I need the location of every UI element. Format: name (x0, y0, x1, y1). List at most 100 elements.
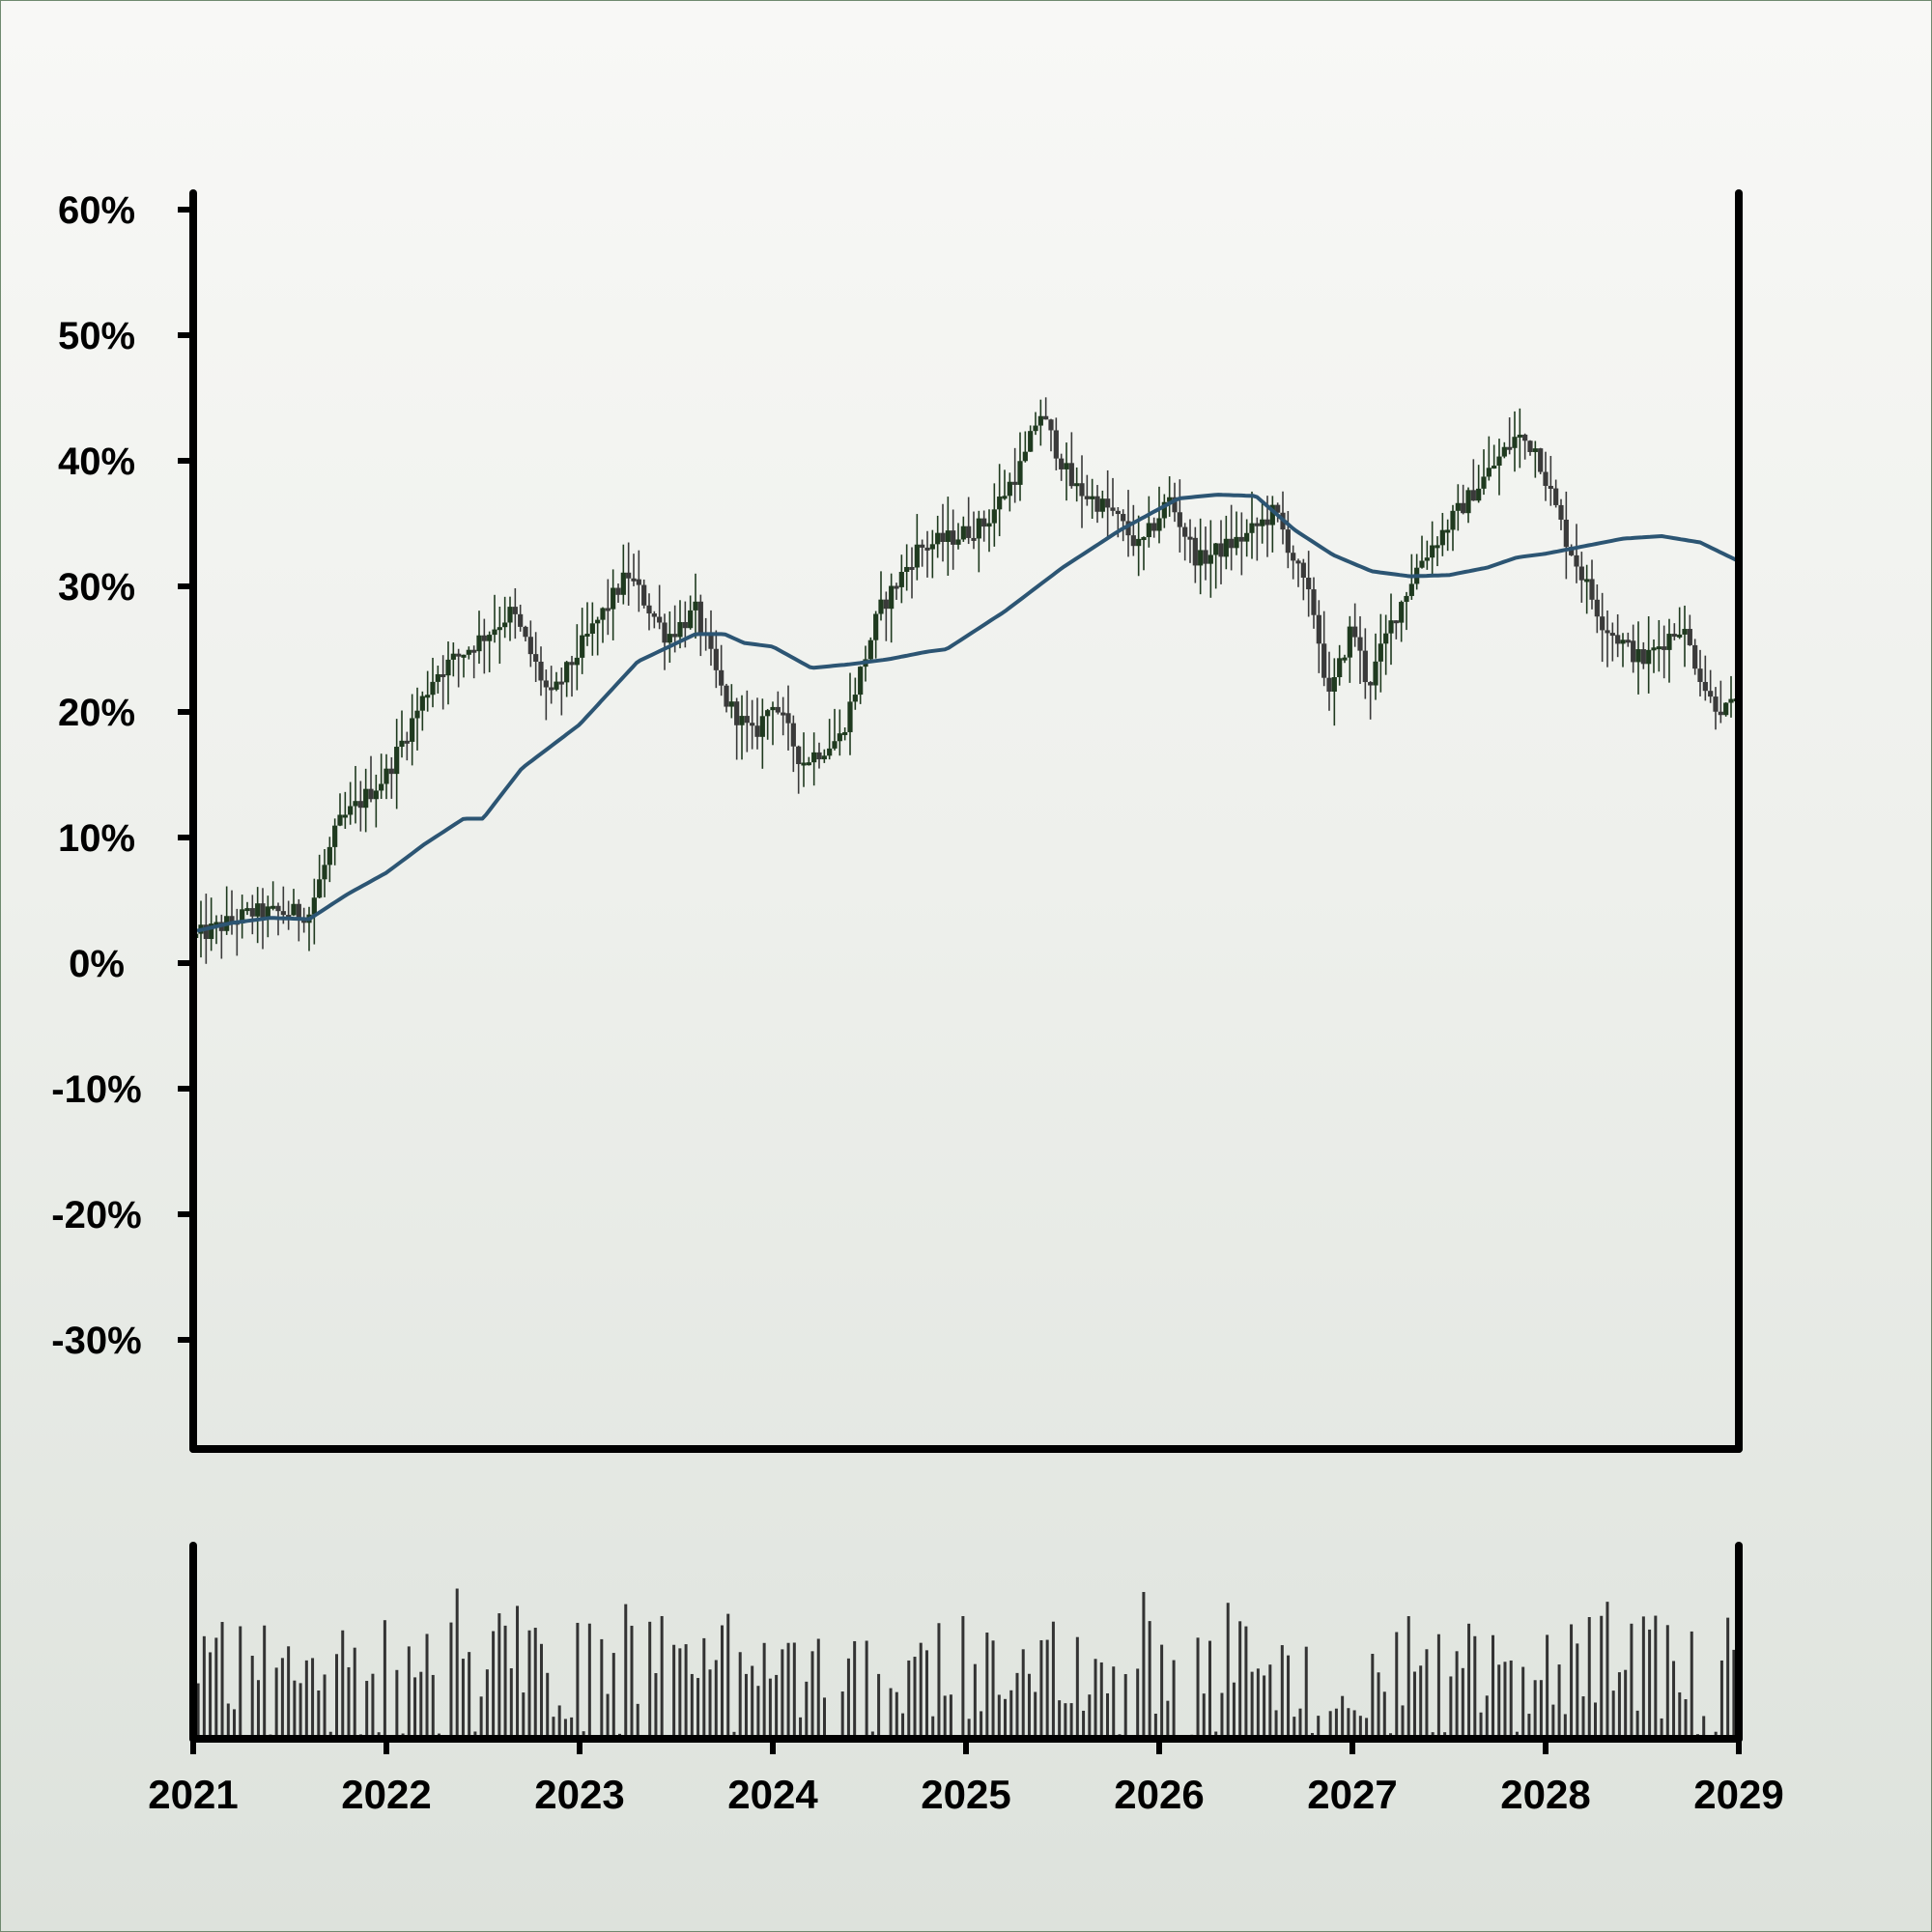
candle-body (909, 566, 915, 570)
volume-bar (196, 1683, 200, 1739)
candle-body (450, 653, 456, 660)
candle-body (1399, 602, 1405, 623)
candle-body (1249, 523, 1255, 533)
candle-body (1569, 547, 1575, 555)
candle-body (1558, 504, 1564, 520)
candle-body (1404, 595, 1409, 603)
candle-body (1666, 634, 1672, 650)
candle-body (1419, 560, 1425, 568)
candle-body (1584, 579, 1590, 582)
volume-bar (1153, 1713, 1157, 1739)
volume-bar (1539, 1680, 1543, 1739)
candle-body (1229, 538, 1235, 549)
candle-body (1517, 434, 1522, 438)
candle-body (481, 635, 487, 641)
volume-bar (672, 1644, 676, 1739)
candle-body (249, 908, 255, 917)
volume-bar (226, 1703, 230, 1739)
volume-bar (317, 1690, 321, 1739)
candle-body (213, 922, 219, 925)
volume-bar (1611, 1690, 1615, 1739)
volume-bar (1527, 1714, 1531, 1739)
volume-bar (1503, 1662, 1507, 1739)
volume-bar (461, 1659, 465, 1739)
candle-body (1605, 630, 1610, 634)
volume-bar (1593, 1702, 1597, 1739)
candle-body (1172, 497, 1178, 513)
volume-bar (233, 1709, 237, 1739)
candle-body (781, 712, 786, 716)
volume-bar (1557, 1664, 1561, 1739)
volume-bar (1250, 1671, 1254, 1739)
volume-bar (1293, 1717, 1296, 1739)
candle-body (1068, 463, 1074, 487)
candle-body (1563, 519, 1569, 548)
candle-body (1476, 488, 1482, 501)
tick-labels: 60% 50% 40% 30% 20% 10% 0% -10% -20% -30% 2021 2022… (51, 189, 1783, 1817)
candle-body (955, 539, 961, 545)
volume-bar (816, 1638, 820, 1739)
candle-body (739, 716, 745, 725)
volume-bar (503, 1625, 507, 1739)
candle-body (750, 723, 755, 726)
volume-bar (636, 1703, 639, 1739)
candle-body (1357, 637, 1363, 651)
candle-body (1687, 629, 1692, 645)
volume-bar (1304, 1646, 1308, 1739)
candle-body (827, 748, 833, 756)
candle-body (801, 762, 807, 766)
candle-body (631, 578, 637, 582)
volume-bar (407, 1646, 411, 1739)
volume-bar (1436, 1634, 1440, 1739)
volume-bar (1045, 1639, 1049, 1739)
volume-bar (1719, 1660, 1723, 1739)
candle-body (1697, 668, 1703, 682)
volume-bar (1641, 1616, 1645, 1739)
volume-bar (696, 1678, 700, 1739)
candle-body (1125, 521, 1131, 536)
candle-body (920, 544, 925, 548)
volume-bar (1274, 1710, 1278, 1739)
candle-body (832, 741, 838, 749)
candle-body (527, 637, 533, 655)
candle-body (1631, 640, 1636, 663)
candle-body (317, 879, 323, 898)
candle-body (1677, 634, 1683, 638)
candle-body (1037, 415, 1043, 426)
candle-body (507, 607, 513, 623)
volume-bar (323, 1674, 327, 1739)
volume-bar (1648, 1629, 1652, 1739)
candle-body (1383, 633, 1389, 644)
candle-body (379, 783, 384, 791)
volume-bar (997, 1694, 1001, 1739)
x-tick-label: 2024 (727, 1772, 818, 1817)
candle-body (1022, 451, 1028, 462)
candle-body (611, 587, 616, 610)
candle-body (1331, 677, 1337, 692)
candle-body (883, 599, 889, 610)
volume-bar (702, 1637, 706, 1739)
candle-body (229, 916, 235, 923)
candle-body (728, 701, 734, 707)
candle-body (1275, 504, 1281, 513)
candle-body (1393, 620, 1399, 624)
volume-bar (1665, 1625, 1669, 1739)
candle-body (1074, 483, 1080, 487)
volume-bar (1382, 1691, 1386, 1739)
candle-body (1368, 682, 1374, 686)
y-tick-label: 0% (69, 943, 125, 985)
candle-body (1136, 538, 1142, 547)
candle-body (1151, 523, 1157, 531)
candle-body (605, 608, 611, 611)
volume-bar (1263, 1675, 1266, 1739)
candle-body (260, 903, 266, 919)
candle-body (713, 648, 719, 670)
candle-body (754, 725, 760, 737)
candle-body (940, 532, 946, 542)
volume-bar (1232, 1682, 1236, 1739)
candle-body (697, 601, 703, 633)
candle-body (651, 613, 657, 617)
candle-body (636, 579, 641, 585)
candle-body (1430, 545, 1435, 558)
